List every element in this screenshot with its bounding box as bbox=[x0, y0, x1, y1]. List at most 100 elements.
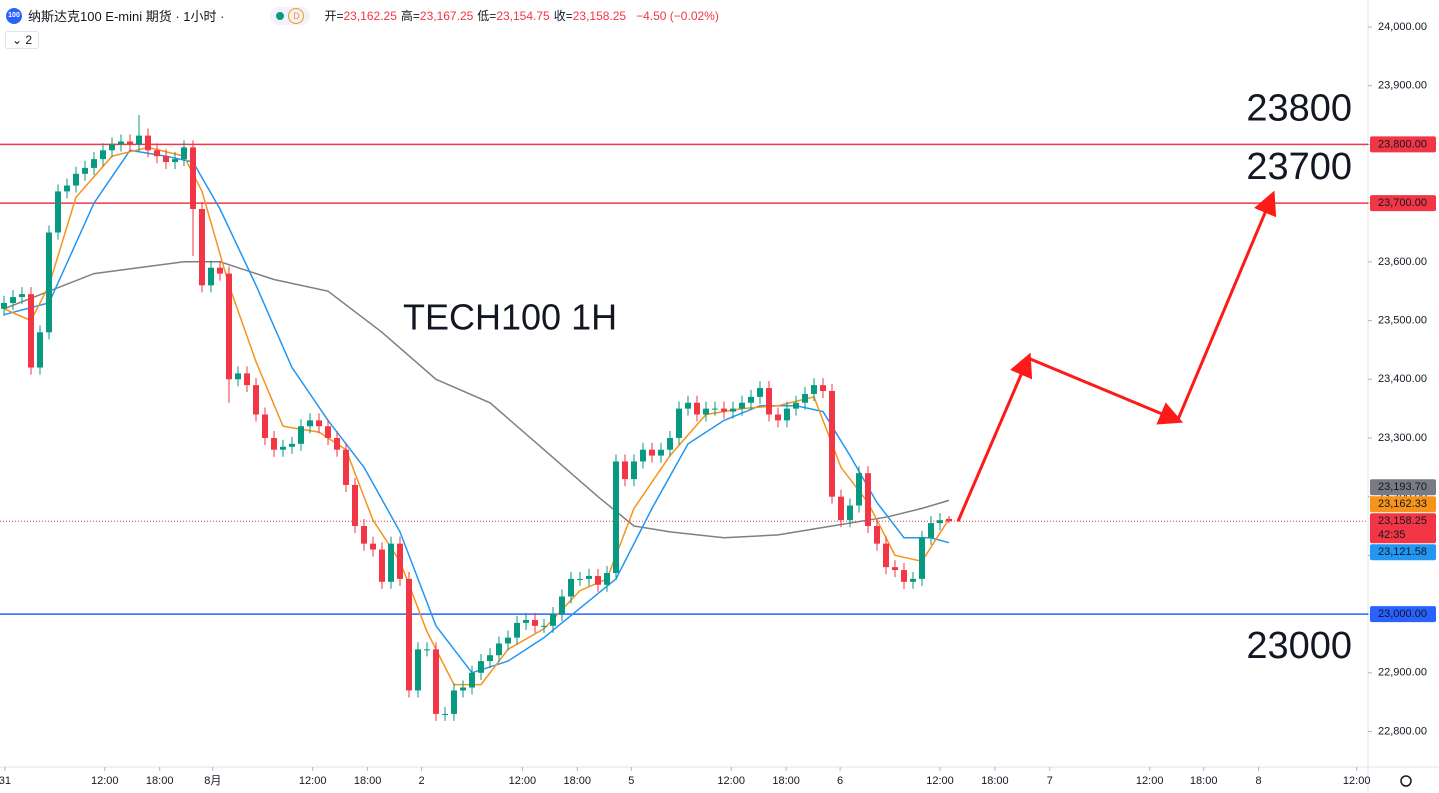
x-tick-label: 5 bbox=[628, 775, 634, 787]
candle-body bbox=[54, 191, 61, 233]
candle-body bbox=[495, 643, 502, 656]
price-tag-label: 23,193.70 bbox=[1378, 481, 1427, 493]
candle-body bbox=[216, 267, 223, 274]
candle-body bbox=[225, 273, 232, 380]
candle-body bbox=[279, 446, 286, 450]
candle-body bbox=[846, 505, 853, 521]
candle-body bbox=[891, 567, 898, 571]
annotation: TECH100 1H bbox=[403, 297, 617, 338]
ohlc-value: 23,162.25 bbox=[343, 9, 397, 23]
candle-body bbox=[18, 294, 25, 298]
candle-body bbox=[261, 414, 268, 438]
indicator-toggle[interactable]: ⌄ 2 bbox=[5, 31, 40, 49]
x-tick-label: 12:00 bbox=[1136, 775, 1164, 787]
x-tick-label: 12:00 bbox=[91, 775, 119, 787]
candle-body bbox=[459, 687, 466, 691]
status-dot bbox=[276, 11, 285, 20]
candle-body bbox=[369, 543, 376, 550]
candle-body bbox=[9, 297, 16, 303]
ohlc-value: 23,167.25 bbox=[419, 9, 474, 23]
candle-body bbox=[747, 396, 754, 403]
level-label: 23000 bbox=[1246, 625, 1352, 667]
price-tag-label: 23,121.58 bbox=[1378, 546, 1427, 558]
candle-body bbox=[171, 159, 178, 163]
candle-body bbox=[765, 388, 772, 415]
symbol-title[interactable]: 纳斯达克100 E-mini 期货 · 1小时 · bbox=[28, 9, 225, 24]
candle-body bbox=[576, 578, 583, 580]
candle-body bbox=[414, 649, 421, 691]
candle-body bbox=[45, 232, 52, 333]
candle-body bbox=[900, 570, 907, 582]
y-tick-label: 22,900.00 bbox=[1378, 667, 1427, 679]
candle-body bbox=[27, 294, 34, 368]
level-label: 23700 bbox=[1246, 146, 1352, 188]
candle-body bbox=[207, 267, 214, 286]
candle-body bbox=[783, 408, 790, 421]
y-tick-label: 23,400.00 bbox=[1378, 373, 1427, 385]
candle-body bbox=[927, 523, 934, 538]
candle-body bbox=[477, 661, 484, 673]
ohlc-key: 开= bbox=[324, 9, 344, 23]
y-tick-label: 23,600.00 bbox=[1378, 256, 1427, 268]
candle-body bbox=[486, 655, 493, 662]
candle-body bbox=[918, 537, 925, 579]
settings-icon[interactable] bbox=[1400, 775, 1412, 787]
x-tick-label: 18:00 bbox=[354, 775, 382, 787]
x-tick-label: 12:00 bbox=[299, 775, 327, 787]
candle-body bbox=[450, 690, 457, 714]
candle-body bbox=[675, 408, 682, 438]
candle-body bbox=[873, 526, 880, 544]
candle-body bbox=[855, 473, 862, 506]
candle-body bbox=[189, 147, 196, 210]
y-tick-label: 22,800.00 bbox=[1378, 725, 1427, 737]
candle-body bbox=[0, 302, 7, 309]
status-badge[interactable]: D bbox=[270, 6, 311, 25]
candle-body bbox=[243, 373, 250, 386]
moving-average bbox=[3, 149, 950, 674]
candle-body bbox=[468, 672, 475, 688]
x-tick-label: 12:00 bbox=[717, 775, 745, 787]
x-tick-label: 12:00 bbox=[509, 775, 537, 787]
candle-body bbox=[945, 518, 952, 522]
y-tick-label: 23,500.00 bbox=[1378, 314, 1427, 326]
candle-body bbox=[837, 496, 844, 521]
candle-body bbox=[315, 420, 322, 427]
candle-body bbox=[72, 173, 79, 186]
candle-body bbox=[594, 575, 601, 585]
ohlc-key: 收= bbox=[553, 9, 573, 23]
candle-body bbox=[756, 388, 763, 397]
price-tag bbox=[1370, 544, 1436, 561]
candle-body bbox=[819, 385, 826, 392]
candle-body bbox=[540, 625, 547, 627]
candle-body bbox=[306, 420, 313, 427]
ohlc: 开=23,162.25 高=23,167.25 低=23,154.75 收=23,15… bbox=[324, 7, 630, 24]
candle-body bbox=[810, 385, 817, 394]
candle-body bbox=[630, 461, 637, 480]
price-tag bbox=[1370, 496, 1436, 513]
level-axis-tag-label: 23,000.00 bbox=[1378, 608, 1427, 620]
candle-body bbox=[405, 578, 412, 691]
candle-body bbox=[729, 408, 736, 412]
candle-body bbox=[99, 150, 106, 160]
candle-body bbox=[351, 484, 358, 527]
indicator-count: 2 bbox=[25, 33, 33, 47]
candle-body bbox=[621, 461, 628, 480]
candle-body bbox=[774, 414, 781, 421]
candle-body bbox=[558, 596, 565, 615]
level-label: 23800 bbox=[1246, 87, 1352, 129]
candle-body bbox=[432, 649, 439, 714]
price-tag-label: 23,162.33 bbox=[1378, 498, 1427, 510]
ohlc-value: 23,158.25 bbox=[572, 9, 627, 23]
candle-body bbox=[522, 619, 529, 623]
y-tick-label: 24,000.00 bbox=[1378, 21, 1427, 33]
candle-body bbox=[153, 150, 160, 157]
candle-body bbox=[288, 443, 295, 447]
x-tick-label: 18:00 bbox=[772, 775, 800, 787]
price-tag bbox=[1370, 479, 1436, 496]
candle-body bbox=[36, 332, 43, 368]
candle-body bbox=[396, 543, 403, 579]
y-tick-label: 23,300.00 bbox=[1378, 432, 1427, 444]
header: 100 纳斯达克100 E-mini 期货 · 1小时 · D 开=23,162… bbox=[6, 6, 719, 25]
